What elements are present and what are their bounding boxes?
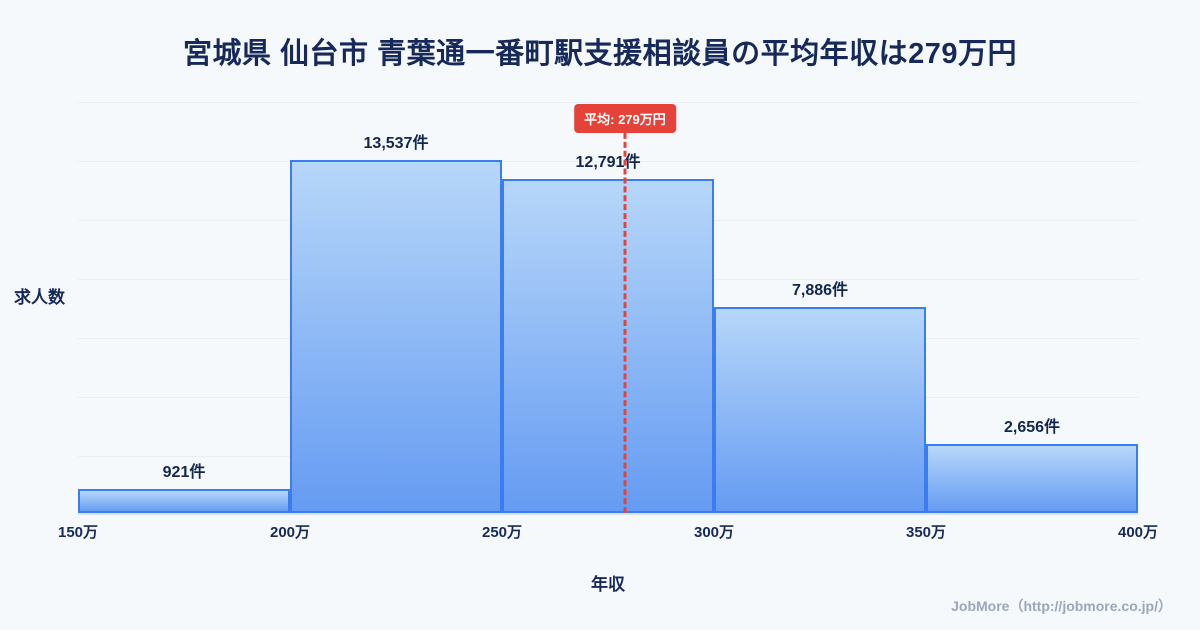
x-tick-label: 300万 — [693, 524, 735, 541]
x-axis-label: 年収 — [591, 575, 625, 594]
histogram-bar[interactable] — [502, 179, 714, 513]
histogram-bar[interactable] — [714, 307, 926, 513]
x-axis-ticks: 150万 200万 250万 300万 350万 400万 — [58, 521, 1158, 541]
bar-value-label: 921件 — [162, 463, 206, 481]
average-badge: 平均: 279万円 — [574, 104, 676, 133]
histogram-bar[interactable] — [926, 443, 1138, 513]
x-tick-label: 200万 — [269, 524, 311, 541]
plot-area: 921件 13,537件 12,791件 7,886件 2,656件 平均: 279万円 — [78, 100, 1138, 515]
bar-group: 12,791件 — [502, 100, 714, 513]
y-axis-label: 求人数 — [14, 288, 65, 307]
bars-container: 921件 13,537件 12,791件 7,886件 2,656件 — [78, 100, 1138, 513]
chart-title: 宮城県 仙台市 青葉通一番町駅支援相談員の平均年収は279万円 — [182, 38, 1017, 70]
bar-value-label: 2,656件 — [1003, 418, 1061, 436]
bar-group: 13,537件 — [290, 100, 502, 513]
bar-value-label: 7,886件 — [791, 282, 849, 300]
histogram-bar[interactable] — [290, 159, 502, 513]
x-tick-label: 350万 — [905, 524, 947, 541]
bar-group: 7,886件 — [714, 100, 926, 513]
x-tick-label: 250万 — [481, 524, 523, 541]
x-tick-label: 400万 — [1117, 524, 1159, 541]
bar-group: 2,656件 — [926, 100, 1138, 513]
average-line — [623, 124, 627, 513]
bar-value-label: 13,537件 — [363, 134, 429, 152]
histogram-bar[interactable] — [78, 488, 290, 513]
x-tick-label: 150万 — [57, 524, 99, 541]
bar-value-label: 12,791件 — [575, 154, 641, 172]
bar-group: 921件 — [78, 100, 290, 513]
footer-credit: JobMore（http://jobmore.co.jp/） — [951, 598, 1172, 614]
